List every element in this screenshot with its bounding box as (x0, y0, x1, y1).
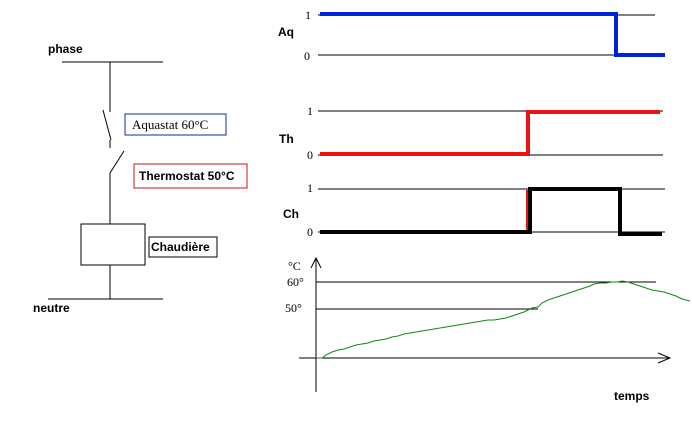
ch-trace (320, 187, 662, 236)
thermostat-switch (109, 150, 125, 174)
temp-unit-label: °C (288, 259, 301, 273)
th-label: Th (279, 132, 294, 146)
phase-label: phase (48, 42, 83, 56)
circuit: phase neutre Aquastat 60°C Thermostat 50… (33, 42, 248, 315)
neutre-label: neutre (33, 301, 70, 315)
temps-label: temps (614, 389, 650, 403)
temp-60-label: 60° (287, 275, 304, 289)
aquastat-label-box (124, 113, 227, 136)
chaudiere-label-box (148, 236, 218, 258)
signal-ch: Ch 1 0 (283, 181, 665, 239)
ch-low-tick: 0 (307, 225, 313, 239)
aq-label: Aq (278, 25, 294, 39)
temperature-curve (316, 280, 691, 359)
aq-low-tick: 0 (304, 49, 310, 63)
ch-label: Ch (283, 207, 299, 221)
aq-high-tick: 1 (305, 8, 311, 22)
aquastat-label: Aquastat 60°C (132, 117, 208, 132)
ch-high-tick: 1 (307, 181, 313, 195)
temp-y-arrow (310, 256, 322, 269)
temp-50-label: 50° (285, 301, 302, 315)
chaudiere-label: Chaudière (151, 240, 210, 254)
signal-aq: Aq 1 0 (278, 8, 665, 63)
aquastat-switch (102, 109, 112, 141)
th-low-tick: 0 (307, 148, 313, 162)
signal-th: Th 1 0 (279, 104, 663, 162)
temp-x-arrow (657, 352, 672, 364)
th-high-tick: 1 (307, 104, 313, 118)
aq-trace (320, 12, 665, 57)
thermostat-label-box (133, 163, 248, 189)
th-trace (320, 110, 660, 156)
chaudiere-box (80, 223, 146, 266)
temperature-plot: °C 60° 50° temps (285, 256, 691, 403)
thermostat-label: Thermostat 50°C (139, 169, 235, 183)
